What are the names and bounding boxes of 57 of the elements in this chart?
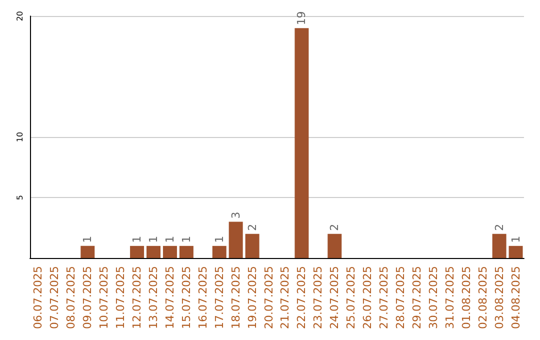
x-tick-label: 22.07.2025 [295,266,308,330]
data-label: 1 [130,236,144,243]
bar [492,234,506,258]
x-tick-label: 11.07.2025 [114,266,128,330]
data-label: 1 [180,236,193,243]
data-label: 1 [147,236,160,243]
x-tick-label: 28.07.2025 [394,266,407,330]
bar [146,246,160,258]
data-label: 2 [328,224,342,231]
data-label: 2 [492,224,506,231]
x-tick-label: 30.07.2025 [426,266,440,330]
x-tick-label: 14.07.2025 [163,266,176,330]
x-tick-label: 15.07.2025 [180,266,193,330]
x-tick-label: 01.08.2025 [460,266,473,330]
x-tick-label: 09.07.2025 [81,266,94,330]
y-tick-label: 10 [16,132,24,142]
x-tick-label: 18.07.2025 [229,266,242,330]
bar [228,222,243,258]
data-label: 1 [509,236,522,243]
bar [162,246,177,258]
x-tick-label: 13.07.2025 [147,266,160,330]
x-tick-label: 31.07.2025 [443,266,456,330]
data-label: 3 [229,212,242,219]
x-tick-label: 24.07.2025 [328,266,342,330]
bar [179,246,194,258]
x-tick-label: 29.07.2025 [410,266,424,330]
x-tick-label: 07.07.2025 [48,266,62,330]
x-tick-label: 16.07.2025 [196,266,210,330]
x-tick-label: 12.07.2025 [130,266,144,330]
y-tick-label: 5 [16,194,24,200]
x-tick-label: 08.07.2025 [64,266,78,330]
bar [294,28,309,258]
bar [508,246,523,258]
bar [130,246,144,258]
x-tick-label: 02.08.2025 [476,266,490,330]
bar [245,234,260,258]
x-tick-label: 26.07.2025 [361,266,374,330]
x-tick-label: 03.08.2025 [492,266,506,330]
x-tick-label: 17.07.2025 [212,266,226,330]
x-tick-label: 25.07.2025 [344,266,358,330]
bar [212,246,226,258]
data-label: 1 [81,236,94,243]
x-tick-label: 20.07.2025 [262,266,276,330]
x-tick-label: 10.07.2025 [98,266,111,330]
x-tick-label: 27.07.2025 [378,266,391,330]
bar [80,246,95,258]
data-label: 1 [212,236,226,243]
y-tick-label: 20 [16,10,24,22]
x-tick-label: 19.07.2025 [246,266,259,330]
x-tick-label: 06.07.2025 [32,266,45,330]
data-label: 1 [163,236,176,243]
x-tick-label: 21.07.2025 [278,266,292,330]
x-tick-label: 23.07.2025 [312,266,325,330]
x-tick-label: 04.08.2025 [509,266,522,330]
data-label: 19 [295,11,308,26]
data-label: 2 [246,224,259,231]
bar [328,234,342,258]
